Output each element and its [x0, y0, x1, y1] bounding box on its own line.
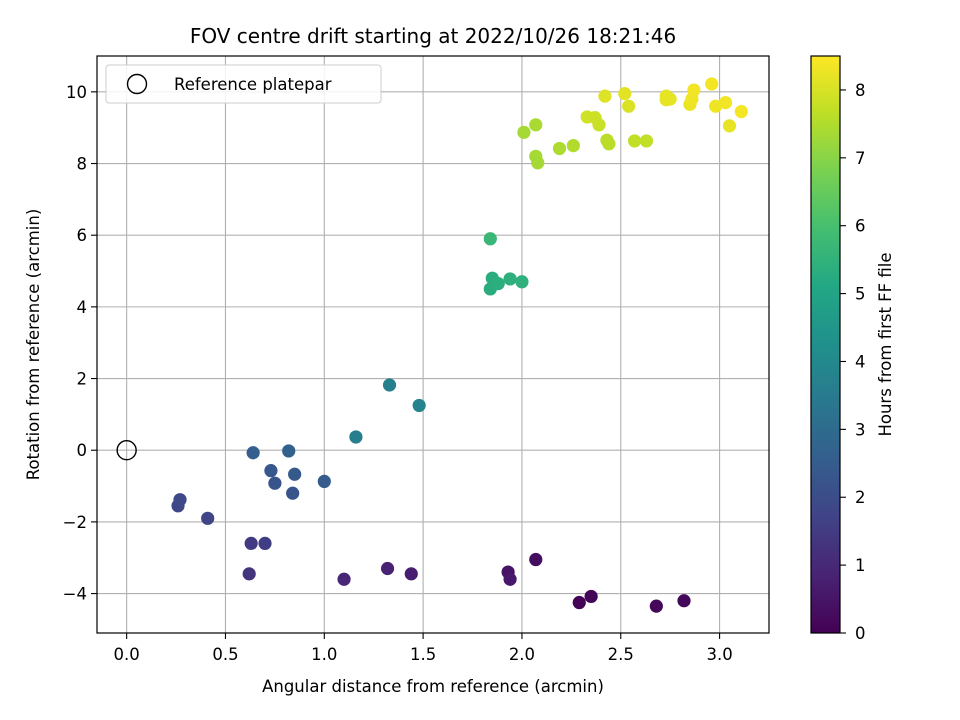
data-point [382, 378, 397, 392]
colorbar-tick-label: 8 [855, 81, 866, 100]
x-tick-label: 1.0 [311, 645, 337, 664]
data-point [677, 594, 691, 608]
legend-box [105, 64, 382, 104]
data-point [639, 134, 654, 148]
data-point [517, 125, 531, 139]
data-point [491, 276, 505, 291]
data-point [258, 536, 272, 551]
data-point [404, 567, 418, 581]
data-point [380, 561, 395, 576]
x-axis: 0.0 0.5 1.0 1.5 2.0 2.5 3.0 [114, 633, 733, 664]
data-point [584, 589, 598, 604]
data-point [649, 599, 663, 613]
y-axis: −4 −2 0 2 4 6 8 10 [63, 83, 97, 604]
data-point [503, 272, 517, 286]
data-point [286, 486, 300, 500]
legend: Reference platepar [105, 64, 382, 104]
data-point [244, 536, 258, 551]
data-point [592, 118, 606, 132]
data-point [483, 232, 497, 246]
data-point [705, 77, 719, 91]
data-point [722, 119, 737, 133]
data-point [515, 275, 529, 289]
reference-layer [116, 440, 137, 461]
data-point [572, 595, 586, 610]
y-tick-label: 10 [66, 83, 87, 102]
data-point [566, 138, 580, 153]
colorbar-tick-label: 3 [855, 420, 866, 439]
data-point [412, 398, 426, 413]
data-point [349, 430, 363, 444]
reference-point-marker [116, 440, 137, 461]
legend-label: Reference platepar [174, 75, 332, 94]
colorbar-tick-label: 2 [855, 488, 866, 507]
data-point [503, 572, 517, 586]
colorbar-tick-label: 6 [855, 217, 866, 236]
colorbar-label: Hours from first FF file [876, 252, 895, 436]
y-tick-label: −4 [63, 585, 87, 604]
data-point [173, 493, 187, 507]
data-point [687, 83, 701, 97]
y-tick-label: 0 [77, 441, 88, 460]
x-tick-label: 2.0 [509, 645, 535, 664]
data-point [602, 137, 616, 151]
colorbar-axis: 0 1 2 3 4 5 6 7 8 [840, 81, 866, 643]
data-point [531, 156, 545, 170]
data-point [734, 104, 748, 119]
y-tick-label: 6 [77, 226, 88, 245]
data-point [264, 464, 278, 478]
data-point [282, 444, 296, 458]
y-axis-label: Rotation from reference (arcmin) [24, 209, 43, 481]
data-point [663, 92, 677, 106]
x-tick-label: 0.5 [212, 645, 238, 664]
data-point [246, 446, 260, 460]
x-axis-label: Angular distance from reference (arcmin) [262, 677, 604, 696]
x-tick-label: 0.0 [114, 645, 140, 664]
data-points [171, 77, 748, 613]
colorbar [811, 56, 840, 633]
data-point [317, 474, 331, 489]
colorbar-tick-label: 1 [855, 556, 866, 575]
data-point [618, 87, 632, 101]
data-point [718, 95, 733, 110]
x-tick-label: 1.5 [410, 645, 436, 664]
y-tick-label: 4 [77, 298, 88, 317]
data-point [529, 552, 543, 567]
legend-marker-circle [126, 73, 148, 95]
data-point [622, 99, 636, 113]
plot-frame [96, 55, 770, 634]
data-point [268, 476, 282, 490]
colorbar-tick-label: 5 [855, 285, 866, 304]
data-point [201, 511, 215, 525]
x-tick-label: 2.5 [608, 645, 634, 664]
data-point [529, 118, 543, 132]
colorbar-tick-label: 0 [855, 624, 866, 643]
colorbar-tick-label: 7 [855, 149, 866, 168]
chart-title: FOV centre drift starting at 2022/10/26 … [190, 24, 676, 48]
data-point [337, 572, 351, 586]
data-point [288, 467, 302, 481]
colorbar-tick-label: 4 [855, 352, 866, 371]
y-tick-label: −2 [63, 513, 87, 532]
y-tick-label: 2 [77, 370, 88, 389]
colorbar-frame [810, 55, 841, 634]
y-tick-label: 8 [77, 155, 88, 174]
data-point [552, 141, 567, 156]
data-point [598, 89, 612, 103]
data-point [628, 134, 642, 148]
x-tick-label: 3.0 [706, 645, 732, 664]
data-point [242, 567, 256, 581]
